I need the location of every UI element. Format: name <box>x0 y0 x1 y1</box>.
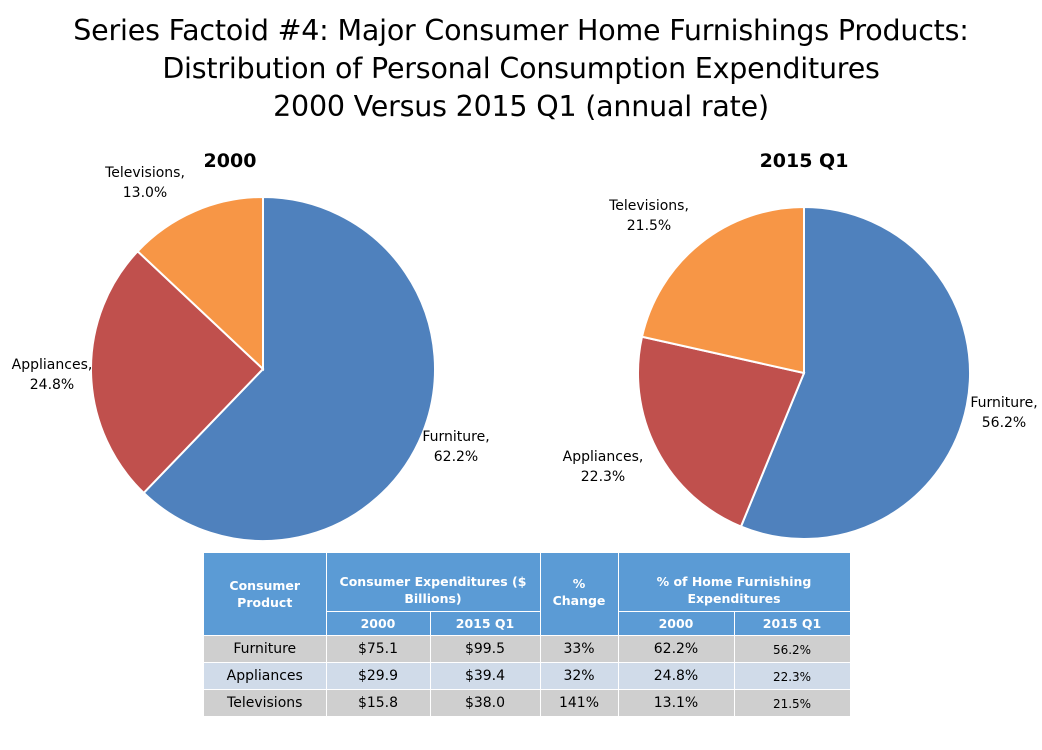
cell-share-2015q1: 22.3% <box>734 662 851 690</box>
slice-furniture-2000 <box>142 195 436 542</box>
cell-share-2000: 24.8% <box>618 662 735 690</box>
header-product-line-1: Consumer <box>229 577 301 593</box>
label-furniture-2000: Furniture, 62.2% <box>422 429 489 465</box>
subheader-exp-2000: 2000 <box>326 611 431 636</box>
cell-share-2015q1: 21.5% <box>734 689 851 717</box>
label-appliances-2015q1: Appliances, 22.3% <box>563 449 644 485</box>
header-percent-change: % Change <box>540 553 619 636</box>
cell-change: 32% <box>540 662 619 690</box>
table-row: Appliances $29.9 $39.4 32% 24.8% 22.3% <box>204 662 851 690</box>
table-row: Furniture $75.1 $99.5 33% 62.2% 56.2% <box>204 635 851 663</box>
cell-share-2000: 62.2% <box>618 635 735 663</box>
title-line-2: Distribution of Personal Consumption Exp… <box>162 52 880 85</box>
cell-exp-2015q1: $99.5 <box>430 635 541 663</box>
label-televisions-2015q1: Televisions, 21.5% <box>608 198 689 234</box>
cell-change: 141% <box>540 689 619 717</box>
label-furniture-2015q1: Furniture, 56.2% <box>970 395 1037 431</box>
header-consumer-expenditures: Consumer Expenditures ($ Billions) <box>326 553 541 612</box>
header-share-line-1: % of Home Furnishing <box>656 574 812 589</box>
cell-exp-2000: $15.8 <box>326 689 431 717</box>
cell-exp-2015q1: $39.4 <box>430 662 541 690</box>
title-line-1: Series Factoid #4: Major Consumer Home F… <box>73 14 969 47</box>
header-product-line-2: Product <box>237 594 293 610</box>
cell-product: Televisions <box>204 689 327 717</box>
subheader-share-2000: 2000 <box>618 611 735 636</box>
label-appliances-2000: Appliances, 24.8% <box>12 357 93 393</box>
header-consumer-product: Consumer Product <box>204 553 327 636</box>
pie-chart-2015q1: 2015 Q1 Furniture, 56.2% Appliances, 22.3%… <box>563 150 1038 540</box>
slice-furniture-2015q1 <box>739 205 971 540</box>
slice-televisions-2015q1 <box>640 205 805 375</box>
header-expenditures-line-1: Consumer Expenditures ($ <box>339 574 527 589</box>
label-televisions-2000: Televisions, 13.0% <box>104 165 185 201</box>
cell-exp-2015q1: $38.0 <box>430 689 541 717</box>
header-share-line-2: Expenditures <box>687 591 781 606</box>
expenditures-table: Consumer Product Consumer Expenditures (… <box>204 553 851 717</box>
pie-title-2000: 2000 <box>204 150 257 172</box>
slice-appliances-2015q1 <box>637 335 806 528</box>
pie-charts: 2000 Furniture, 62.2% Appliances, 24.8% Te… <box>12 150 1038 542</box>
slice-appliances-2000 <box>90 249 265 495</box>
slice-televisions-2000 <box>136 195 264 372</box>
title-line-3: 2000 Versus 2015 Q1 (annual rate) <box>273 90 769 123</box>
cell-product: Furniture <box>204 635 327 663</box>
pie-title-2015q1: 2015 Q1 <box>760 150 849 172</box>
cell-share-2015q1: 56.2% <box>734 635 851 663</box>
cell-exp-2000: $29.9 <box>326 662 431 690</box>
subheader-exp-2015q1: 2015 Q1 <box>430 611 541 636</box>
cell-exp-2000: $75.1 <box>326 635 431 663</box>
header-share-of-expenditures: % of Home Furnishing Expenditures <box>618 553 851 612</box>
cell-share-2000: 13.1% <box>618 689 735 717</box>
subheader-share-2015q1: 2015 Q1 <box>734 611 851 636</box>
header-expenditures-line-2: Billions) <box>404 591 462 606</box>
cell-change: 33% <box>540 635 619 663</box>
page-title: Series Factoid #4: Major Consumer Home F… <box>0 12 1042 126</box>
pie-chart-2000: 2000 Furniture, 62.2% Appliances, 24.8% Te… <box>12 150 490 542</box>
table-row: Televisions $15.8 $38.0 141% 13.1% 21.5% <box>204 689 851 717</box>
cell-product: Appliances <box>204 662 327 690</box>
